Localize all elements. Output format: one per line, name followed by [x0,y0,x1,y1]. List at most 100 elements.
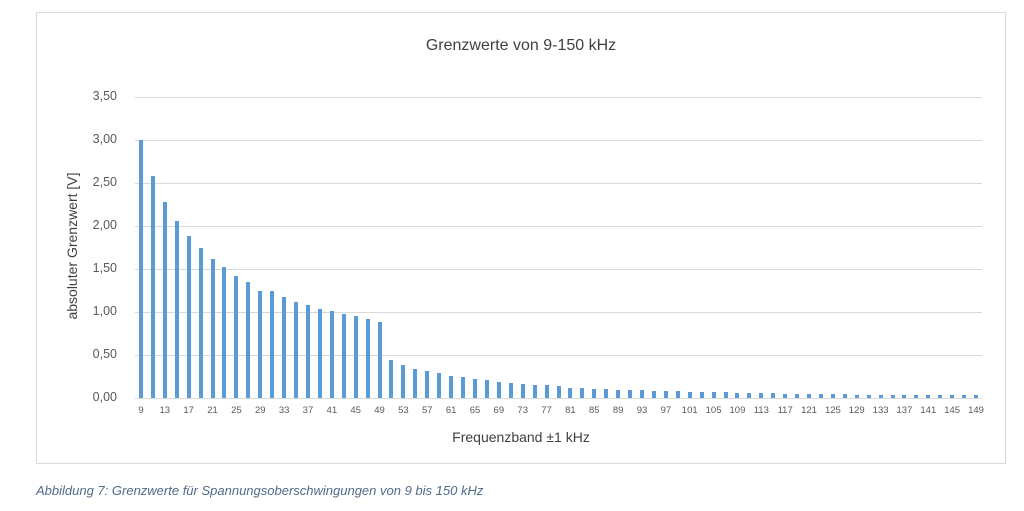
bar [508,382,513,398]
bar [687,391,692,398]
x-tick-label: 45 [350,405,361,416]
gridline [135,226,982,227]
bar [461,377,466,398]
bar [282,297,287,398]
x-tick-label: 77 [541,405,552,416]
bar [258,290,263,398]
bar [556,385,561,398]
bar [496,381,501,398]
bar [759,392,764,398]
bar [210,258,215,398]
y-tick-label: 0,00 [92,390,117,404]
y-tick-label: 0,50 [92,347,117,361]
bar [699,391,704,398]
bar [162,201,167,398]
bar [186,236,191,398]
x-tick-label: 25 [231,405,242,416]
bar [246,281,251,398]
bar [592,388,597,398]
bar [484,379,489,398]
bar [854,394,859,398]
x-tick-label: 37 [302,405,314,416]
x-tick-label: 73 [517,405,528,416]
bar [341,313,346,398]
chart-frame: Grenzwerte von 9-150 kHz absoluter Grenz… [36,12,1006,464]
x-tick-label: 81 [565,405,576,416]
bar [962,395,967,398]
bar [150,176,155,398]
bar [377,322,382,398]
x-tick-label: 41 [326,405,338,416]
bar [807,393,812,398]
gridline [135,398,982,399]
x-tick-label: 85 [588,405,600,416]
bar [723,391,728,398]
bar [616,390,621,398]
x-tick-label: 29 [254,405,266,416]
bar [604,389,609,398]
x-tick-label: 21 [207,405,218,416]
bar [222,267,227,398]
x-tick-label: 89 [612,405,624,416]
x-tick-label: 141 [920,405,937,416]
bar [938,395,943,398]
bar [472,379,477,398]
bar [305,305,310,398]
bar [663,391,668,398]
bar [914,394,919,398]
y-tick-label: 2,50 [92,175,117,189]
bar [926,394,931,398]
bar [198,248,203,398]
x-tick-label: 117 [777,405,793,416]
bar [878,394,883,398]
x-tick-label: 13 [159,405,171,416]
x-tick-label: 125 [824,405,841,416]
bar [234,275,239,398]
bar [532,385,537,398]
bar [651,391,656,398]
bar [365,318,370,398]
x-tick-label: 133 [872,405,889,416]
bar [580,387,585,398]
bar [830,393,835,398]
bar [711,391,716,398]
x-tick-label: 145 [944,405,961,416]
y-tick-label: 3,00 [92,132,117,146]
figure-caption: Abbildung 7: Grenzwerte für Spannungsobe… [36,483,484,498]
x-tick-label: 53 [398,405,409,416]
bar [401,365,406,398]
gridline [135,97,982,98]
bar [294,301,299,398]
bar [771,392,776,398]
bar [795,393,800,398]
bar [747,392,752,398]
bar [329,311,334,398]
x-tick-label: 101 [681,405,698,416]
gridline [135,140,982,141]
x-tick-label: 121 [801,405,817,416]
bar [138,140,143,398]
bar [890,394,895,398]
bar [783,393,788,398]
y-axis-label: absoluter Grenzwert [V] [64,172,80,320]
bar [174,220,179,398]
x-tick-label: 149 [968,405,984,416]
bar [735,392,740,398]
x-tick-label: 49 [374,405,385,416]
x-tick-label: 93 [636,405,648,416]
y-tick-label: 1,00 [92,304,117,318]
bar [437,373,442,398]
x-tick-label: 33 [278,405,290,416]
bar [640,390,644,398]
chart-title: Grenzwerte von 9-150 kHz [425,37,617,54]
x-tick-label: 65 [469,405,481,416]
bar [568,387,573,398]
x-tick-label: 113 [753,405,769,416]
x-tick-label: 105 [705,405,722,416]
bar [544,385,549,398]
x-tick-label: 97 [660,405,672,416]
bar [902,394,907,398]
bar [950,395,955,398]
bar [353,316,358,398]
bar [425,371,430,398]
